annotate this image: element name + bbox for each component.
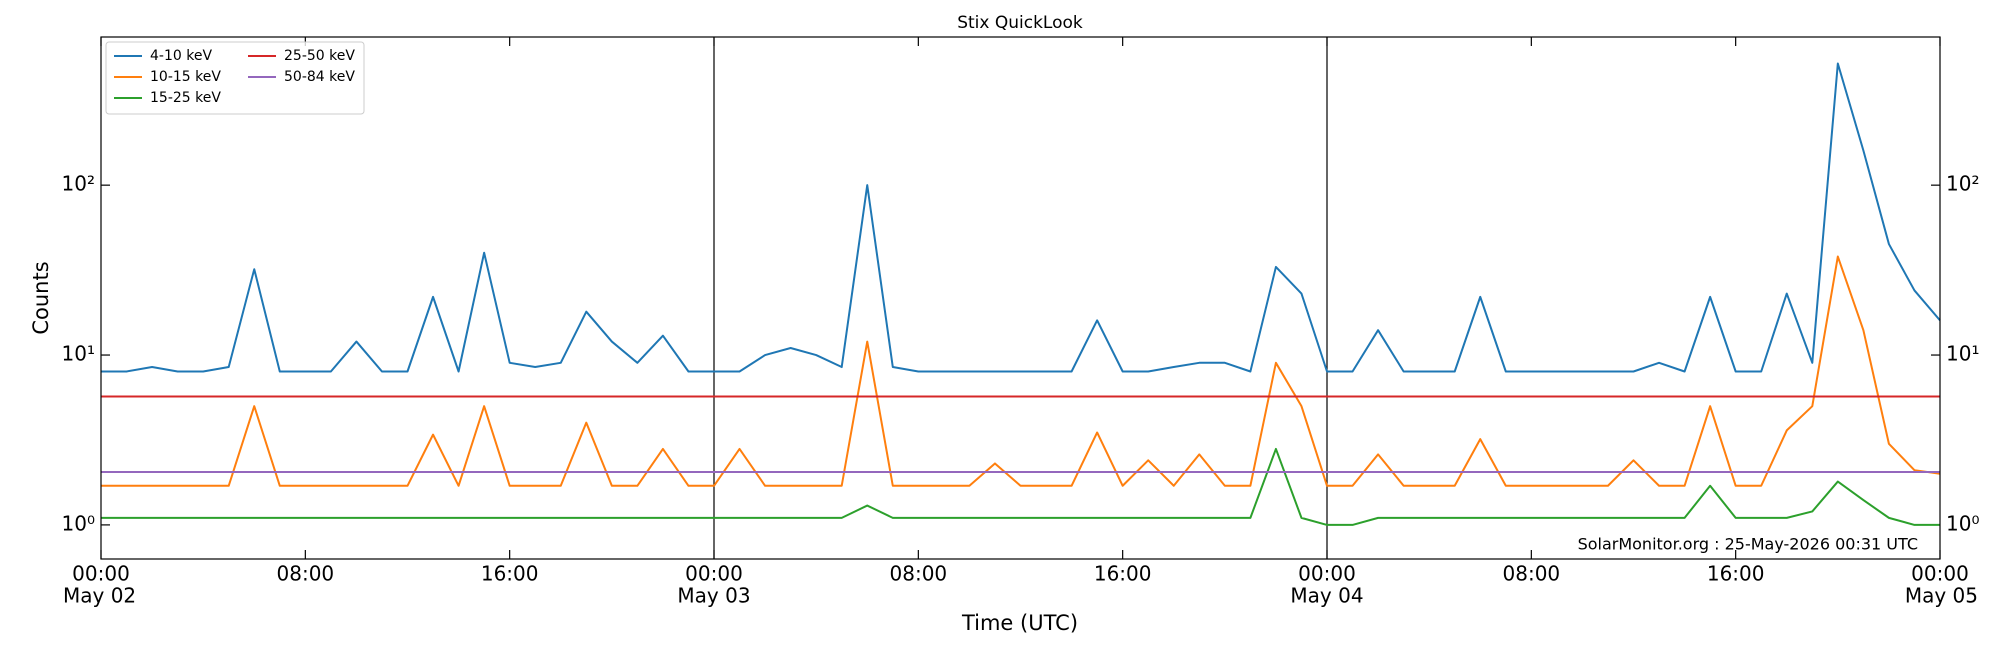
x-tick-sublabel: May 05 <box>1905 584 1978 608</box>
y-tick-label: 10⁰ <box>1946 511 1979 535</box>
y-tick-label: 10² <box>62 172 95 196</box>
legend-label: 4-10 keV <box>150 48 212 64</box>
y-tick-label: 10⁰ <box>62 511 95 535</box>
chart-title: Stix QuickLook <box>957 13 1083 33</box>
x-tick-label: 16:00 <box>481 562 539 586</box>
x-tick-sublabel: May 02 <box>63 584 136 608</box>
x-tick-label: 08:00 <box>890 562 948 586</box>
x-tick-label: 08:00 <box>1503 562 1561 586</box>
legend-label: 10-15 keV <box>150 69 221 85</box>
legend-label: 25-50 keV <box>284 48 355 64</box>
x-tick-label: 00:00 <box>1298 562 1356 586</box>
annotation: SolarMonitor.org : 25-May-2026 00:31 UTC <box>1578 535 1918 554</box>
x-tick-label: 16:00 <box>1094 562 1152 586</box>
series-line <box>101 447 1940 526</box>
y-axis-label: Counts <box>29 261 53 334</box>
plot-frame <box>100 36 1941 560</box>
series-line <box>101 62 1941 373</box>
x-axis-label: Time (UTC) <box>961 611 1078 635</box>
x-tick-label: 00:00 <box>72 562 130 586</box>
legend-label: 50-84 keV <box>284 69 355 85</box>
y-tick-label: 10¹ <box>62 342 95 366</box>
x-tick-sublabel: May 03 <box>677 584 750 608</box>
x-tick-label: 16:00 <box>1707 562 1765 586</box>
y-tick-label: 10¹ <box>1946 342 1979 366</box>
x-tick-label: 00:00 <box>685 562 743 586</box>
series-line <box>101 255 1941 487</box>
legend-label: 15-25 keV <box>150 90 221 106</box>
y-tick-label: 10² <box>1946 172 1979 196</box>
x-tick-label: 08:00 <box>277 562 335 586</box>
x-tick-sublabel: May 04 <box>1290 584 1363 608</box>
x-tick-label: 00:00 <box>1911 562 1969 586</box>
legend-box <box>105 41 365 115</box>
